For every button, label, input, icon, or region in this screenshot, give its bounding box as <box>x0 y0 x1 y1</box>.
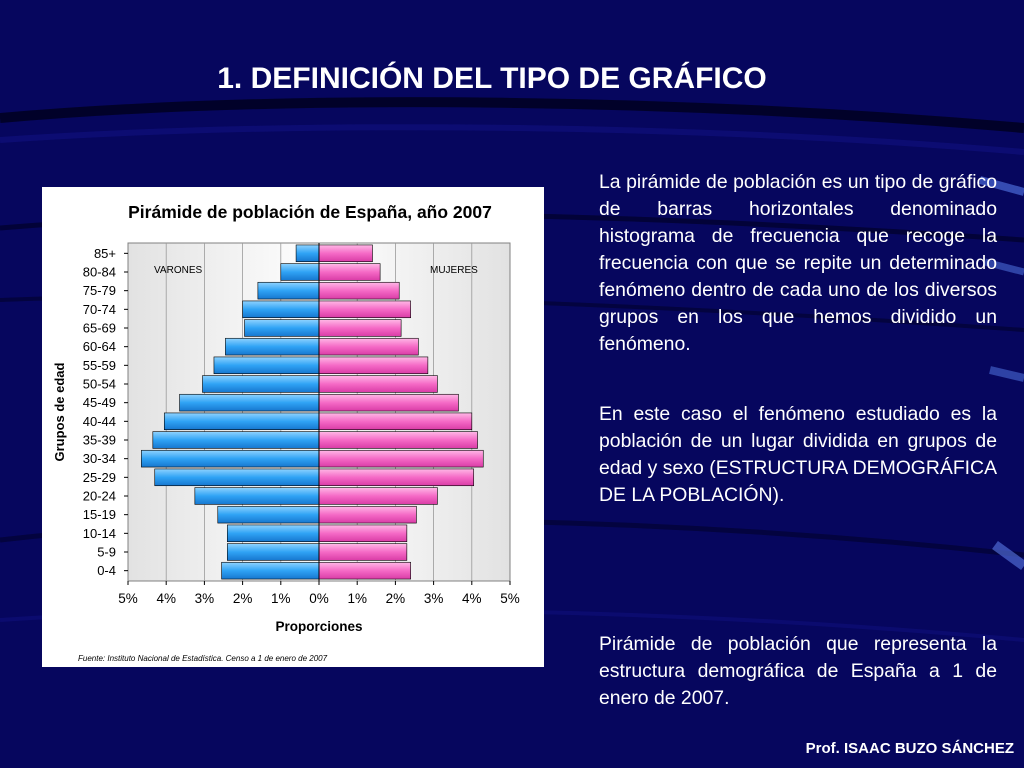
x-tick-label: 5% <box>118 591 138 606</box>
y-tick-label: 65-69 <box>83 321 116 336</box>
y-tick-label: 5-9 <box>97 545 116 560</box>
chart-caption: Pirámide de población que representa la … <box>599 633 997 709</box>
bar-varones <box>221 561 320 580</box>
x-tick-label: 2% <box>386 591 406 606</box>
y-tick-label: 30-34 <box>83 451 116 466</box>
y-tick-label: 55-59 <box>83 358 116 373</box>
chart-source: Fuente: Instituto Nacional de Estadístic… <box>78 654 328 663</box>
bar-varones <box>213 356 320 375</box>
paragraph-explanation: En este caso el fenómeno estudiado es la… <box>599 403 997 506</box>
legend-varones: VARONES <box>154 265 202 276</box>
x-tick-label: 4% <box>156 591 176 606</box>
bar-mujeres <box>318 561 411 580</box>
y-tick-label: 20-24 <box>83 489 116 504</box>
bar-mujeres <box>318 244 373 263</box>
y-tick-label: 50-54 <box>83 377 116 392</box>
paragraph-definition: La pirámide de población es un tipo de g… <box>599 171 997 355</box>
bar-varones <box>179 393 320 412</box>
bars <box>141 243 484 585</box>
author-footer: Prof. ISAAC BUZO SÁNCHEZ <box>805 740 1014 757</box>
population-pyramid-chart: Pirámide de población de España, año 200… <box>42 187 544 667</box>
x-tick-label: 5% <box>500 591 520 606</box>
bar-varones <box>242 300 320 319</box>
x-tick-label: 3% <box>424 591 444 606</box>
bar-mujeres <box>318 487 438 505</box>
bar-mujeres <box>318 281 400 300</box>
bar-varones <box>280 263 320 281</box>
x-tick-label: 4% <box>462 591 482 606</box>
y-tick-label: 75-79 <box>83 283 116 298</box>
bar-mujeres <box>318 524 408 543</box>
bar-varones <box>257 281 320 300</box>
x-tick-label: 1% <box>271 591 291 606</box>
bar-mujeres <box>318 449 484 468</box>
bar-varones <box>152 431 320 449</box>
y-tick-label: 40-44 <box>83 414 116 429</box>
bar-mujeres <box>318 431 478 449</box>
bar-mujeres <box>318 375 438 393</box>
chart-svg: Pirámide de población de España, año 200… <box>52 202 520 663</box>
slide-title: 1. DEFINICIÓN DEL TIPO DE GRÁFICO <box>217 62 767 95</box>
legend-mujeres: MUJERES <box>430 265 478 276</box>
x-tick-label: 3% <box>195 591 215 606</box>
bar-varones <box>194 487 320 505</box>
bar-mujeres <box>318 300 411 319</box>
bar-varones <box>202 375 320 393</box>
bar-mujeres <box>318 543 408 561</box>
bar-varones <box>163 412 320 431</box>
bar-mujeres <box>318 337 419 356</box>
x-tick-label: 0% <box>309 591 329 606</box>
bar-varones <box>141 449 320 468</box>
labels: 5% 4% 3% 2% 1% 0% 1% 2% 3% 4% 5% 85+ 80-84 75-79 70-74… <box>83 246 520 606</box>
bar-varones <box>227 543 320 561</box>
bar-mujeres <box>318 319 402 337</box>
x-tick-label: 1% <box>347 591 367 606</box>
y-tick-label: 80-84 <box>83 265 116 280</box>
y-tick-label: 0-4 <box>97 563 116 578</box>
y-axis-label: Grupos de edad <box>52 362 67 461</box>
bar-varones <box>217 505 320 524</box>
bar-mujeres <box>318 505 417 524</box>
bar-mujeres <box>318 468 475 487</box>
chart-title: Pirámide de población de España, año 200… <box>128 202 492 222</box>
bar-mujeres <box>318 412 473 431</box>
y-tick-label: 85+ <box>94 246 116 261</box>
y-tick-label: 25-29 <box>83 470 116 485</box>
y-tick-label: 60-64 <box>83 339 116 354</box>
bar-mujeres <box>318 393 459 412</box>
y-tick-label: 15-19 <box>83 507 116 522</box>
bar-varones <box>295 244 320 263</box>
x-axis-label: Proporciones <box>275 619 362 634</box>
bar-varones <box>154 468 320 487</box>
x-tick-label: 2% <box>233 591 253 606</box>
y-tick-label: 70-74 <box>83 302 116 317</box>
bar-varones <box>227 524 320 543</box>
y-tick-label: 45-49 <box>83 395 116 410</box>
bar-mujeres <box>318 263 381 281</box>
bar-varones <box>244 319 320 337</box>
bar-varones <box>225 337 320 356</box>
y-tick-label: 10-14 <box>83 526 116 541</box>
bar-mujeres <box>318 356 429 375</box>
y-tick-label: 35-39 <box>83 433 116 448</box>
